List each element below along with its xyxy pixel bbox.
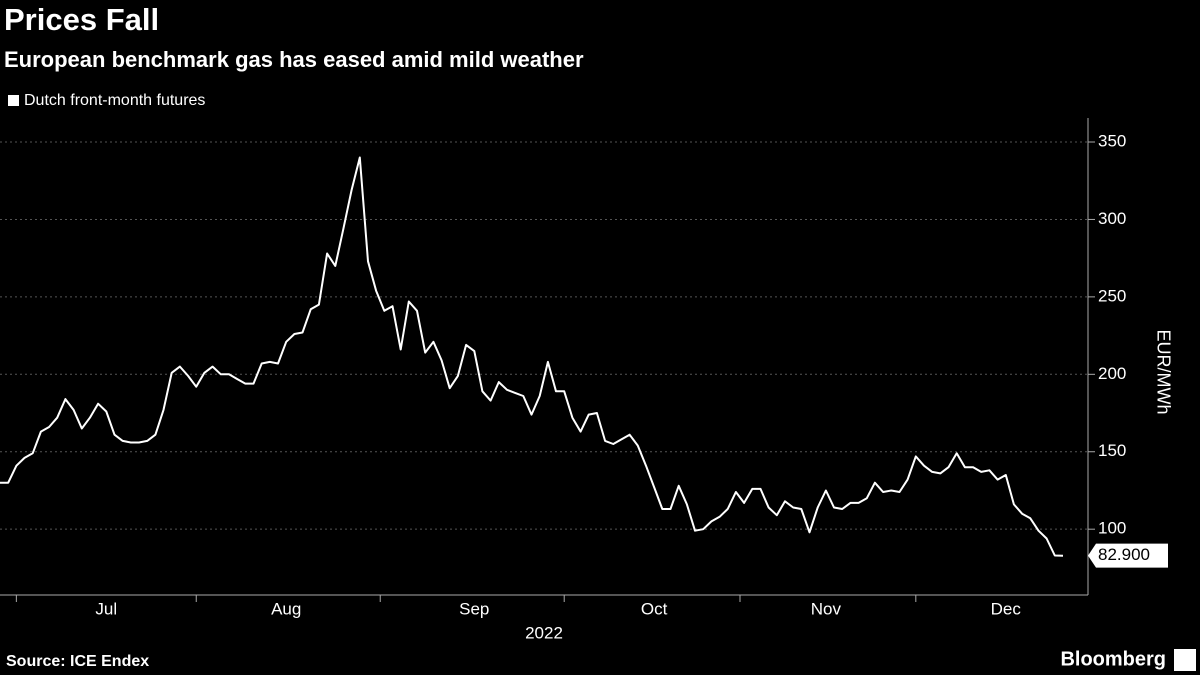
- value-label: 82.900: [1098, 545, 1150, 564]
- chart-title: Prices Fall: [4, 2, 159, 37]
- x-tick-label: Oct: [641, 599, 668, 618]
- brand-logo: [1174, 649, 1196, 671]
- x-tick-label: Aug: [271, 599, 301, 618]
- source: Source: ICE Endex: [6, 653, 149, 670]
- y-tick-label: 200: [1098, 364, 1126, 383]
- y-tick-label: 100: [1098, 519, 1126, 538]
- legend-swatch: [8, 95, 19, 106]
- brand: Bloomberg: [1060, 648, 1166, 670]
- line: [0, 156, 1064, 557]
- y-tick-label: 250: [1098, 286, 1126, 305]
- x-axis-label: 2022: [525, 623, 563, 642]
- value-label-box: [1088, 543, 1168, 568]
- legend-label: Dutch front-month futures: [24, 92, 205, 109]
- x-tick-label: Dec: [991, 599, 1022, 618]
- x-tick-label: Sep: [459, 599, 489, 618]
- x-tick-label: Jul: [95, 599, 117, 618]
- y-tick-label: 150: [1098, 441, 1126, 460]
- x-tick-label: Nov: [811, 599, 842, 618]
- y-tick-label: 350: [1098, 131, 1126, 150]
- y-tick-label: 300: [1098, 209, 1126, 228]
- chart-subtitle: European benchmark gas has eased amid mi…: [4, 47, 584, 72]
- y-axis-label: EUR/MWh: [1153, 330, 1173, 415]
